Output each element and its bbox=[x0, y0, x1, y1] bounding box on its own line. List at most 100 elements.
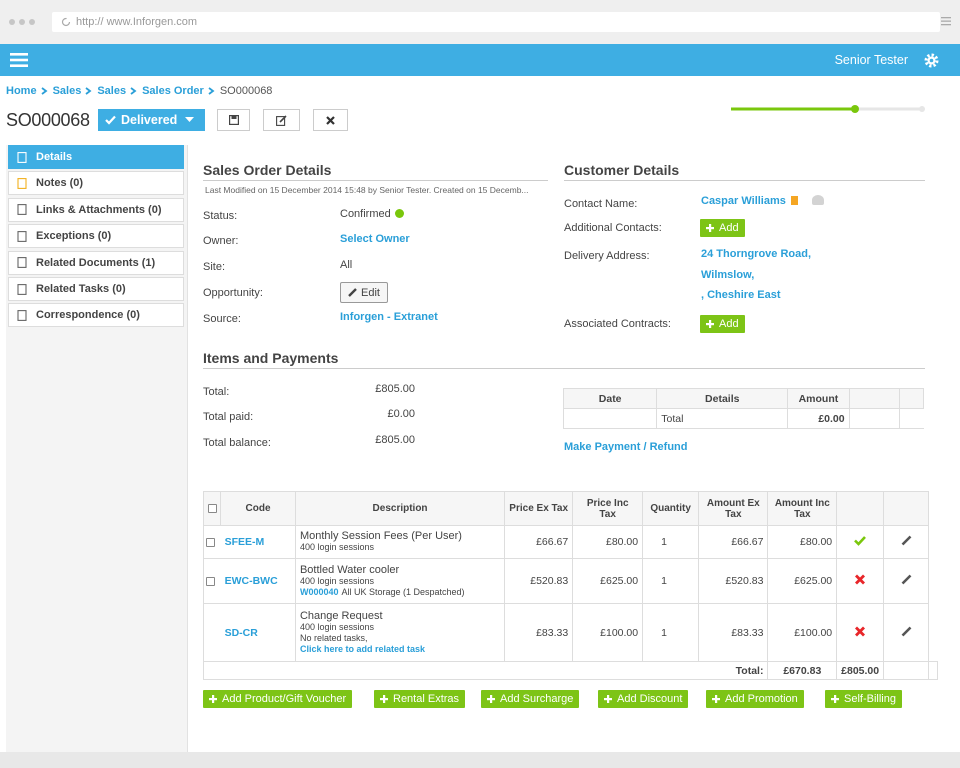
action-button[interactable]: Add Promotion bbox=[706, 690, 804, 708]
progress-dot bbox=[851, 105, 859, 113]
status-cell bbox=[836, 525, 885, 559]
button-label: Edit bbox=[361, 286, 380, 299]
total-value: £0.00 bbox=[387, 408, 415, 420]
reload-icon[interactable] bbox=[61, 17, 71, 27]
column-header: Amount bbox=[787, 388, 850, 409]
action-button[interactable]: Add Surcharge bbox=[481, 690, 580, 708]
close-button[interactable] bbox=[313, 109, 348, 131]
tab-icon-shape bbox=[17, 151, 27, 163]
edit-field-button[interactable]: Edit bbox=[340, 282, 388, 303]
payment-link[interactable]: Make Payment / Refund bbox=[564, 441, 688, 453]
field-label: Opportunity: bbox=[203, 287, 263, 299]
browser-menu[interactable] bbox=[941, 16, 951, 26]
add-button[interactable]: Add bbox=[700, 315, 745, 333]
breadcrumb-item[interactable]: Sales bbox=[52, 85, 82, 97]
settings-icon[interactable] bbox=[924, 53, 939, 68]
edit-icon[interactable] bbox=[901, 626, 912, 637]
user-name[interactable]: Senior Tester bbox=[834, 53, 908, 67]
action-button[interactable]: Add Discount bbox=[598, 690, 689, 708]
action-button[interactable]: Rental Extras bbox=[374, 690, 466, 708]
price-inc: £100.00 bbox=[572, 603, 644, 662]
column-header: Details bbox=[656, 388, 789, 409]
tab-label: Exceptions (0) bbox=[36, 230, 112, 243]
description-line: No related tasks, bbox=[299, 632, 368, 643]
column-header: Amount Inc Tax bbox=[767, 491, 838, 526]
item-code[interactable]: EWC-BWC bbox=[220, 558, 296, 604]
edit-icon bbox=[276, 114, 287, 126]
progress-dot bbox=[919, 106, 925, 112]
plus-icon bbox=[380, 695, 388, 703]
description-line: Bottled Water cooler bbox=[299, 563, 400, 576]
footer-row: Total: £670.83 £805.00 bbox=[202, 661, 938, 680]
breadcrumb-item[interactable]: Sales Order bbox=[142, 85, 204, 97]
menu-button[interactable] bbox=[10, 53, 28, 67]
add-task-link[interactable]: Click here to add related task bbox=[299, 643, 425, 654]
breadcrumb-item[interactable]: Sales bbox=[97, 85, 127, 97]
tab-icon-shape bbox=[17, 283, 27, 295]
order-title: SO000068 bbox=[6, 110, 90, 130]
checkbox[interactable] bbox=[206, 576, 215, 586]
section-title: Items and Payments bbox=[203, 350, 339, 366]
field-value[interactable]: Select Owner bbox=[340, 233, 410, 245]
address-field[interactable]: http:// www.Inforgen.com bbox=[52, 12, 940, 32]
section-rule bbox=[203, 180, 548, 181]
field-value[interactable]: 24 Thorngrove Road, bbox=[701, 248, 812, 260]
amount-ex: £66.67 bbox=[698, 525, 769, 559]
tab-icon bbox=[17, 230, 27, 242]
ok-icon bbox=[854, 536, 867, 546]
plus-bar bbox=[712, 698, 720, 701]
action-button[interactable]: Self-Billing bbox=[825, 690, 902, 708]
field-value[interactable]: Caspar Williams bbox=[701, 195, 824, 207]
total-value: £805.00 bbox=[375, 434, 415, 446]
breadcrumb: Home Sales Sales Sales Order SO000068 bbox=[6, 85, 272, 97]
pencil-shape bbox=[901, 574, 911, 585]
breadcrumb-separator bbox=[41, 87, 48, 95]
save-button[interactable] bbox=[217, 109, 250, 131]
status-indicator bbox=[394, 209, 404, 218]
tab-icon bbox=[17, 309, 27, 321]
plus-icon bbox=[712, 695, 720, 703]
error-icon bbox=[855, 574, 866, 585]
status-dropdown[interactable]: Delivered bbox=[98, 109, 205, 131]
status-cell bbox=[836, 558, 885, 604]
field-value[interactable]: Inforgen - Extranet bbox=[340, 311, 438, 323]
breadcrumb-item[interactable]: Home bbox=[6, 85, 37, 97]
status-cell bbox=[836, 603, 885, 662]
section-rule bbox=[564, 180, 925, 181]
select-cell bbox=[202, 525, 221, 559]
payments-table: Date Details Amount Total £0.00 bbox=[562, 388, 924, 429]
plus-bar bbox=[604, 698, 612, 701]
field-label: Status: bbox=[203, 210, 238, 222]
plus-icon bbox=[209, 695, 217, 703]
item-code[interactable]: SD-CR bbox=[220, 603, 296, 662]
browser-bar: http:// www.Inforgen.com bbox=[0, 0, 960, 44]
stock-code[interactable]: W000040 bbox=[299, 586, 339, 597]
sidebar-tab[interactable]: Links & Attachments (0) bbox=[8, 197, 184, 222]
field-value[interactable]: Wilmslow, bbox=[701, 268, 755, 281]
checkbox[interactable] bbox=[206, 537, 215, 547]
footer-amount-inc: £805.00 bbox=[836, 661, 885, 680]
sidebar-tab[interactable]: Related Documents (1) bbox=[8, 250, 184, 275]
sidebar-tab[interactable]: Related Tasks (0) bbox=[8, 277, 184, 301]
contact-person-icon bbox=[811, 195, 824, 205]
status-check bbox=[105, 115, 116, 125]
item-code[interactable]: SFEE-M bbox=[220, 525, 296, 559]
edit-icon[interactable] bbox=[901, 574, 912, 585]
sidebar-tab[interactable]: Correspondence (0) bbox=[8, 303, 184, 328]
item-description: Bottled Water cooler 400 login sessions W0… bbox=[294, 558, 506, 604]
checkbox[interactable] bbox=[207, 503, 217, 513]
sidebar-tab[interactable]: Details bbox=[8, 145, 184, 169]
description-line: 400 login sessions bbox=[299, 621, 375, 632]
sidebar-tab[interactable]: Exceptions (0) bbox=[8, 224, 184, 249]
item-row: SD-CR Change Request 400 login sessions No … bbox=[202, 603, 938, 662]
action-button[interactable]: Add Product/Gift Voucher bbox=[203, 690, 353, 708]
edit-icon[interactable] bbox=[901, 535, 912, 546]
select-cell bbox=[202, 603, 221, 662]
edit-button[interactable] bbox=[263, 109, 300, 131]
add-button[interactable]: Add bbox=[700, 219, 745, 237]
sidebar-tab[interactable]: Notes (0) bbox=[8, 171, 184, 196]
description-line: 400 login sessions bbox=[299, 542, 375, 552]
field-value[interactable]: , Cheshire East bbox=[701, 289, 781, 301]
url-text: http:// www.Inforgen.com bbox=[76, 16, 198, 28]
window-dots bbox=[9, 19, 35, 25]
